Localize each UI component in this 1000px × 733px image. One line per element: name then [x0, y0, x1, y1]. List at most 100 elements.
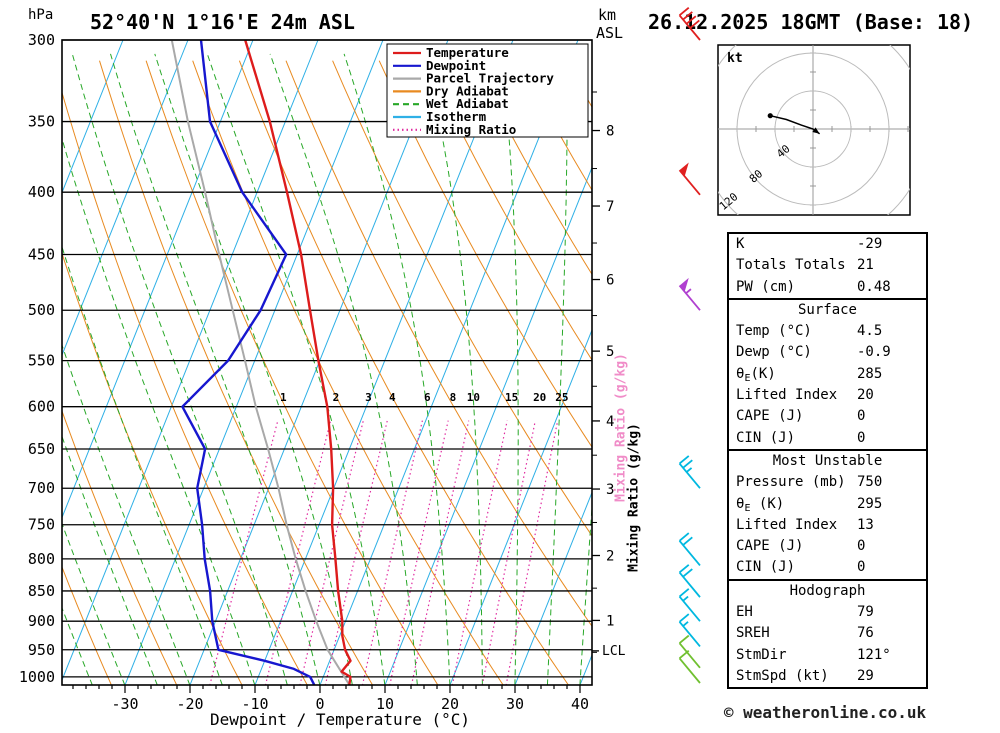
km-tick-label: 4: [606, 414, 614, 430]
stats-panel: K -29 Totals Totals 21 PW (cm) 0.48 Surface Tem…: [727, 232, 928, 690]
stat-value: 750: [857, 474, 883, 491]
stats-section-most-unstable: Most Unstable Pressure (mb) 750 θE (K) 295 Li…: [729, 448, 926, 579]
stat-label: Totals Totals: [736, 257, 846, 274]
hodograph-trace-start-dot: [767, 113, 773, 119]
hodograph-ring: [774, 90, 852, 168]
temp-tick-label: -20: [176, 695, 203, 713]
altitude-axis: 1 2 3 4 5 6 7 8: [592, 91, 614, 653]
altitude-axis-unit-asl: ASL: [596, 24, 624, 42]
km-tick-label: 1: [606, 613, 614, 629]
hodograph-ring-label: 40: [774, 142, 793, 160]
stat-label: CIN (J): [736, 429, 796, 446]
stat-label: StmSpd (kt): [736, 667, 829, 684]
stat-label: CIN (J): [736, 559, 796, 576]
dewpoint-curve: [181, 40, 316, 685]
stat-row-e-k: θE(K) 285: [729, 364, 926, 385]
stat-row-dewp-c: Dewp (°C) -0.9: [729, 342, 926, 363]
pressure-tick-label: 800: [28, 550, 55, 568]
mixing-ratio-axis-label: Mixing Ratio (g/kg): [626, 423, 642, 572]
stat-label: StmDir: [736, 646, 787, 663]
temp-tick-label: 30: [506, 695, 524, 713]
stat-value: 295: [857, 495, 883, 512]
stat-value: 0: [857, 429, 866, 446]
stat-value: 29: [857, 667, 874, 684]
stats-section-title: Most Unstable: [772, 452, 883, 469]
temperature-axis: -30 -20 -10 0 10 20 30 40: [72, 685, 589, 713]
stats-section-title: Surface: [797, 301, 857, 318]
stats-section-title: Hodograph: [789, 582, 866, 599]
hodograph-arrow: [812, 127, 820, 134]
mixing-ratio-value: 15: [505, 391, 518, 404]
stat-value: 13: [857, 516, 874, 533]
stat-label: θE(K): [736, 365, 776, 384]
pressure-tick-label: 500: [28, 301, 55, 319]
stat-label: EH: [736, 604, 753, 621]
km-tick-label: 2: [606, 549, 614, 565]
temp-tick-label: -30: [111, 695, 138, 713]
km-tick-label: 8: [606, 124, 614, 140]
stat-value: 0: [857, 538, 866, 555]
mixing-ratio-value: 3: [365, 391, 372, 404]
stat-row-k: K -29: [729, 234, 926, 255]
pressure-tick-label: 950: [28, 641, 55, 659]
km-tick-label: 7: [606, 199, 614, 215]
km-tick-label: 5: [606, 344, 614, 360]
stat-row-cape-j: CAPE (J) 0: [729, 536, 926, 557]
dry-adiabat-grid: [62, 60, 592, 685]
pressure-tick-label: 550: [28, 352, 55, 370]
stat-label: CAPE (J): [736, 408, 804, 425]
stat-value: 76: [857, 625, 874, 642]
stat-row-eh: EH 79: [729, 602, 926, 623]
stat-label: PW (cm): [736, 278, 796, 295]
stat-label: CAPE (J): [736, 538, 804, 555]
pressure-tick-label: 600: [28, 398, 55, 416]
pressure-tick-label: 1000: [19, 668, 55, 686]
legend-label: Parcel Trajectory: [426, 71, 554, 86]
mixing-ratio-value: 25: [555, 391, 568, 404]
stat-row-lifted-index: Lifted Index 13: [729, 515, 926, 536]
hodograph-ring: [736, 52, 890, 206]
stat-row-cin-j: CIN (J) 0: [729, 557, 926, 578]
mixing-ratio-value: 1: [280, 391, 287, 404]
temp-tick-label: 20: [441, 695, 459, 713]
stat-value: 285: [857, 365, 883, 382]
stats-section-indices: K -29 Totals Totals 21 PW (cm) 0.48: [729, 234, 926, 298]
stat-value: 20: [857, 387, 874, 404]
stat-value: 21: [857, 257, 874, 274]
stat-value: 0.48: [857, 278, 891, 295]
stat-label: Lifted Index: [736, 516, 838, 533]
stat-row-stmspd-kt: StmSpd (kt) 29: [729, 666, 926, 687]
stat-row-e-k: θE (K) 295: [729, 494, 926, 515]
pressure-tick-label: 450: [28, 245, 55, 263]
temp-tick-label: 10: [376, 695, 394, 713]
lcl-label: LCL: [602, 644, 626, 659]
stat-row-pressure-mb: Pressure (mb) 750: [729, 472, 926, 493]
stat-label: SREH: [736, 625, 770, 642]
stat-label: Pressure (mb): [736, 474, 846, 491]
stat-row-pw-cm: PW (cm) 0.48: [729, 277, 926, 298]
stat-value: 0: [857, 408, 866, 425]
stat-value: -29: [857, 236, 883, 252]
pressure-tick-label: 700: [28, 479, 55, 497]
mixing-ratio-value: 8: [450, 391, 457, 404]
lcl-marker: LCL: [592, 644, 626, 659]
stat-label: K: [736, 236, 745, 252]
pressure-tick-label: 650: [28, 440, 55, 458]
wet-adiabat-grid: [62, 53, 592, 685]
temp-tick-label: 0: [315, 695, 324, 713]
stat-label: Lifted Index: [736, 387, 838, 404]
legend-label: Wet Adiabat: [426, 96, 509, 111]
stat-value: 4.5: [857, 323, 883, 340]
legend-label: Dewpoint: [426, 58, 486, 73]
pressure-tick-label: 350: [28, 113, 55, 131]
wind-barb-column: [678, 6, 701, 684]
stats-section-surface: Surface Temp (°C) 4.5 Dewp (°C) -0.9 θE(K) 285…: [729, 297, 926, 449]
pressure-tick-label: 400: [28, 183, 55, 201]
stat-label: Temp (°C): [736, 323, 812, 340]
stat-value: 79: [857, 604, 874, 621]
stat-row-stmdir: StmDir 121°: [729, 645, 926, 666]
legend-label: Isotherm: [426, 109, 487, 124]
